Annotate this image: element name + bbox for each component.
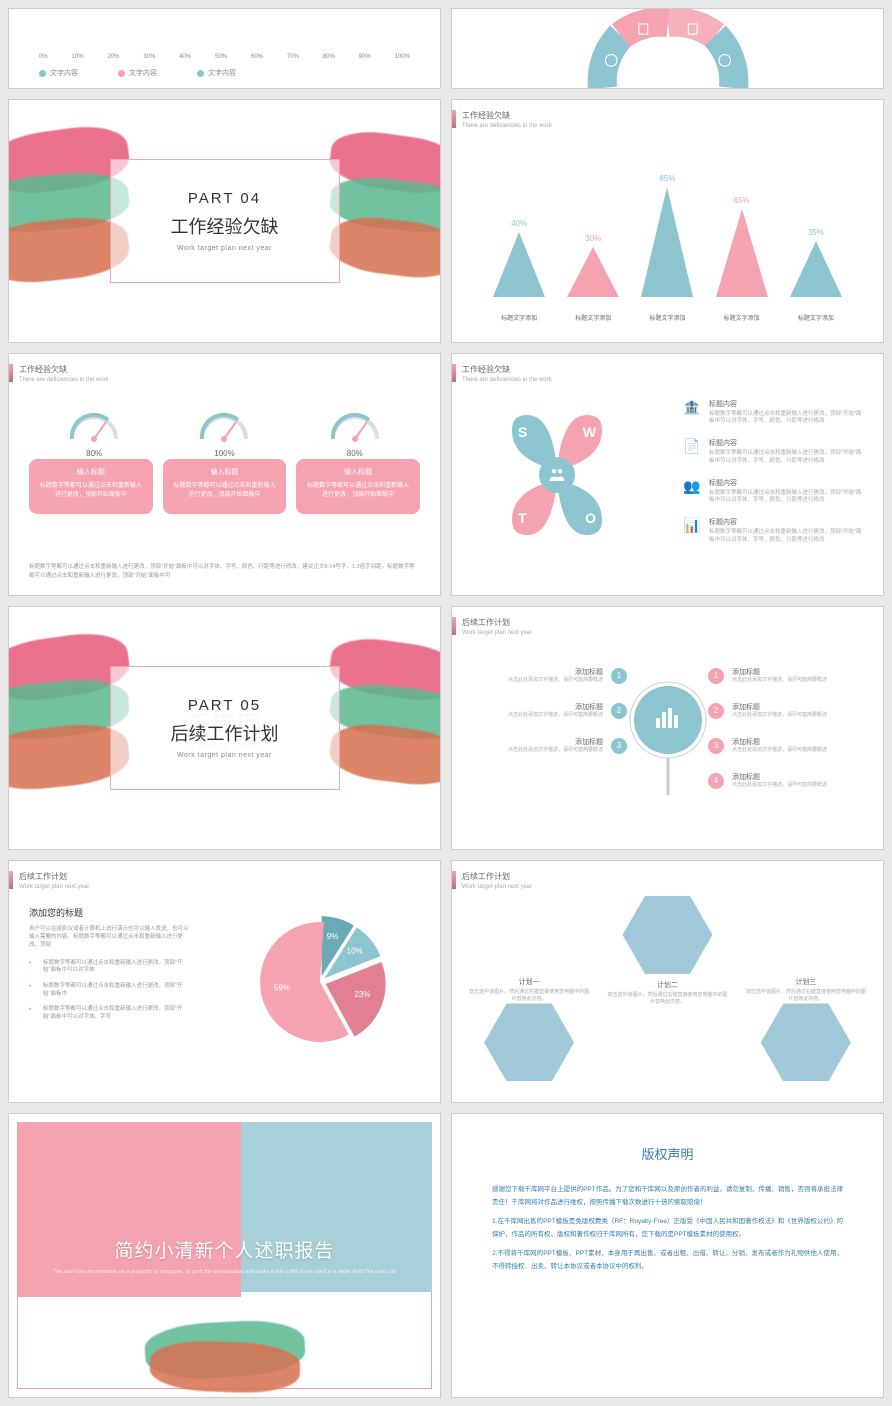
slide-swot: 工作经验欠缺 There are deficiencies in the wor…	[451, 353, 884, 597]
chart-legend: 文字内容 文字内容 文字内容	[39, 68, 236, 78]
slide-header: 工作经验欠缺 There are deficiencies in the wor…	[462, 110, 552, 129]
slide-header: 后续工作计划 Work target plan next year	[462, 871, 532, 890]
slide-pie: 后续工作计划 Work target plan next year 添加您的标题…	[8, 860, 441, 1104]
slide-header: 后续工作计划 Work target plan next year	[19, 871, 89, 890]
pie-desc: 用户可以在投影仪或者计算机上进行演示也可以输入发送，也可以输入需要的内容，标题数…	[29, 925, 189, 950]
pie-chart: 9% 10% 23% 59%	[240, 902, 400, 1062]
swot-s: S	[518, 424, 527, 440]
part-title: 后续工作计划	[171, 720, 279, 746]
slide-part-05: PART 05 后续工作计划 Work target plan next yea…	[8, 606, 441, 850]
part-subtitle: Work target plan next year	[171, 752, 279, 759]
slide-radial	[451, 8, 884, 89]
slide-header: 工作经验欠缺 There are deficiencies in the wor…	[19, 364, 109, 383]
svg-text:23%: 23%	[354, 990, 370, 999]
swot-w: W	[583, 424, 596, 440]
card-row: 输入标题标题数字等都可以通过点击和重新输入进行更改，顶部开始面板中输入标题标题数…	[29, 459, 420, 514]
swot-items: 🏦标题内容标题数字等都可以通过点击和重新输入进行更改，顶部"开始"面板中可以对字…	[683, 399, 863, 557]
axis-ticks: 0%10%20%30%40%50%60%70%80%90%100%	[39, 54, 410, 60]
final-title: 简约小清新个人述职报告	[114, 1236, 334, 1263]
part-title-box: PART 04 工作经验欠缺 Work target plan next yea…	[110, 159, 340, 283]
pie-title: 添加您的标题	[29, 906, 189, 919]
copyright-body: 感谢您下载千库网平台上提供的PPT作品。为了您和千库网以及原创作者的利益，请勿复…	[492, 1183, 843, 1273]
slide-copyright: 版权声明 感谢您下载千库网平台上提供的PPT作品。为了您和千库网以及原创作者的利…	[451, 1113, 884, 1397]
svg-text:10%: 10%	[347, 946, 363, 955]
slide-header: 工作经验欠缺 There are deficiencies in the wor…	[462, 364, 552, 383]
slide-bar-chart: 0%10%20%30%40%50%60%70%80%90%100% 文字内容 文…	[8, 8, 441, 89]
final-subtitle: The user can demonstrate on a projector …	[53, 1269, 397, 1275]
slide-header: 后续工作计划 Work target plan next year	[462, 617, 532, 636]
left-column: 1添加标题点击此处添加文字描述，请尽可能简要概述2添加标题点击此处添加文字描述，…	[477, 667, 627, 772]
slide-gauges: 工作经验欠缺 There are deficiencies in the wor…	[8, 353, 441, 597]
part-title-box: PART 05 后续工作计划 Work target plan next yea…	[110, 666, 340, 790]
swot-o: O	[585, 510, 596, 526]
slide-magnify: 后续工作计划 Work target plan next year 1添加标题点…	[451, 606, 884, 850]
gauge-row: 80%100%80%	[29, 404, 420, 458]
radial-chart	[558, 8, 778, 88]
legend-item: 文字内容	[39, 68, 78, 78]
slide-triangles: 工作经验欠缺 There are deficiencies in the wor…	[451, 99, 884, 343]
svg-text:9%: 9%	[327, 931, 339, 940]
slide-hexagons: 后续工作计划 Work target plan next year 计划一双击选…	[451, 860, 884, 1104]
magnify-icon	[628, 680, 708, 800]
swot-diagram: S W T O	[482, 400, 632, 550]
legend-item: 文字内容	[197, 68, 236, 78]
footer-text: 标题数字等都可以通过点击和重新输入进行更改，顶部"开始"面板中可以对字体、字号、…	[29, 563, 420, 581]
pie-text: 添加您的标题 用户可以在投影仪或者计算机上进行演示也可以输入发送，也可以输入需要…	[29, 906, 189, 1030]
swot-t: T	[518, 510, 527, 526]
right-column: 1添加标题点击此处添加文字描述，请尽可能简要概述2添加标题点击此处添加文字描述，…	[708, 667, 858, 807]
part-subtitle: Work target plan next year	[171, 245, 279, 252]
svg-text:59%: 59%	[274, 983, 290, 992]
slide-final-title: 简约小清新个人述职报告 The user can demonstrate on …	[8, 1113, 441, 1397]
part-title: 工作经验欠缺	[171, 213, 279, 239]
hexagon-row: 计划一双击选中该图片，然后通过右键直接使用您电脑中的图片替换此内容。计划二双击选…	[467, 896, 868, 1088]
part-number: PART 05	[171, 697, 279, 714]
triangle-labels: 标题文字添加标题文字添加标题文字添加标题文字添加标题文字添加	[482, 313, 853, 322]
swot-center-icon	[539, 457, 575, 493]
legend-item: 文字内容	[118, 68, 157, 78]
copyright-title: 版权声明	[492, 1144, 843, 1163]
bullet-list: 标题数字等都可以通过点击和重新输入进行更改，顶部"开始"面板中可以对字体标题数字…	[29, 960, 189, 1022]
part-number: PART 04	[171, 190, 279, 207]
triangle-chart: 40% 30% 85% 65% 35%	[482, 177, 853, 297]
slide-part-04: PART 04 工作经验欠缺 Work target plan next yea…	[8, 99, 441, 343]
